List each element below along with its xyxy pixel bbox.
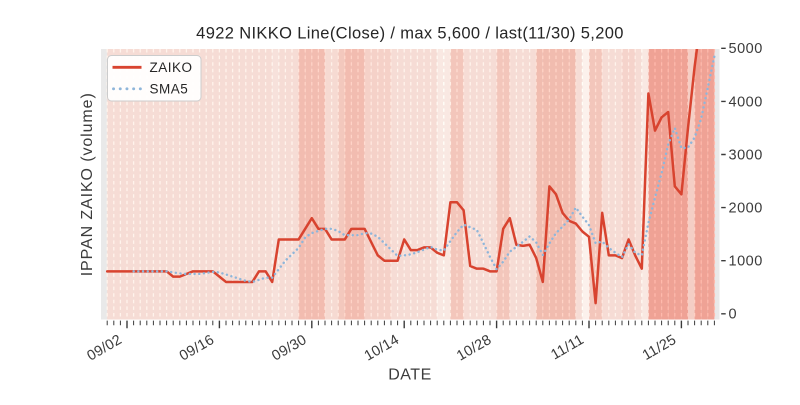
svg-text:2000: 2000 [729,201,763,217]
svg-text:4000: 4000 [729,94,763,110]
svg-text:0: 0 [729,307,738,323]
svg-text:5000: 5000 [729,41,763,57]
svg-text:DATE: DATE [388,367,431,384]
svg-text:ZAIKO: ZAIKO [150,60,193,75]
svg-text:IPPAN ZAIKO (volume): IPPAN ZAIKO (volume) [79,92,96,276]
svg-text:3000: 3000 [729,147,763,163]
svg-text:1000: 1000 [729,254,763,270]
svg-text:SMA5: SMA5 [150,82,189,97]
svg-text:4922 NIKKO Line(Close) / max 5: 4922 NIKKO Line(Close) / max 5,600 / las… [196,25,624,43]
